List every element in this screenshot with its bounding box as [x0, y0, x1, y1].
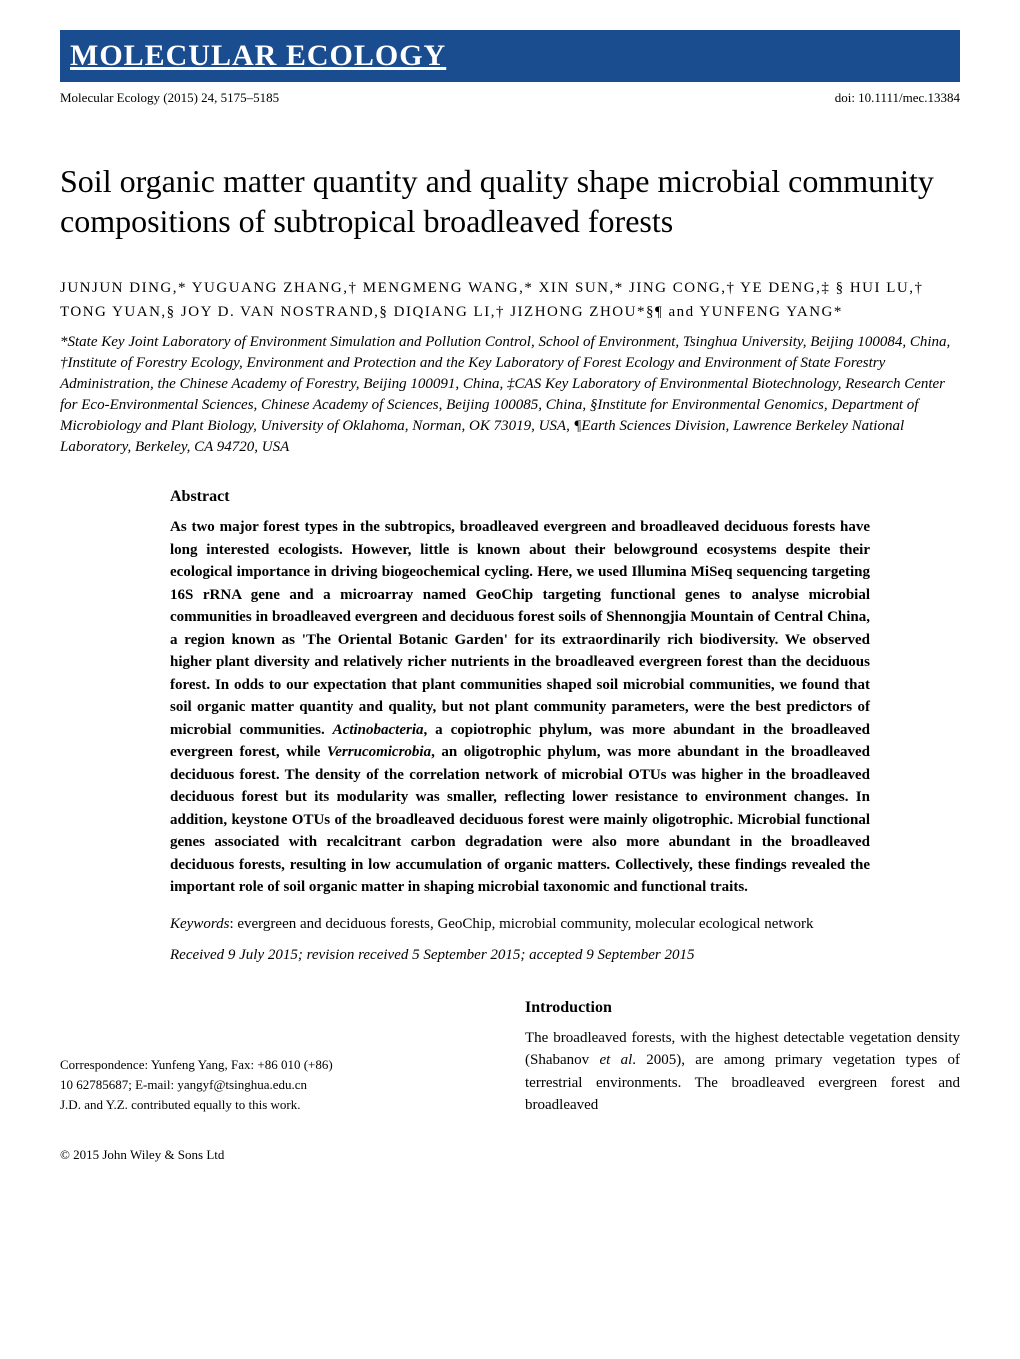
introduction-text: The broadleaved forests, with the highes… [525, 1027, 960, 1117]
abstract-block: Abstract As two major forest types in th… [170, 488, 870, 964]
journal-banner: MOLECULAR ECOLOGY [60, 30, 960, 82]
keywords-label: Keywords [170, 916, 229, 932]
correspondence-line-2: 10 62785687; E-mail: yangyf@tsinghua.edu… [60, 1076, 495, 1094]
author-list: JUNJUN DING,* YUGUANG ZHANG,† MENGMENG W… [60, 276, 960, 324]
affiliations: *State Key Joint Laboratory of Environme… [60, 332, 960, 458]
introduction-column: Introduction The broadleaved forests, wi… [525, 999, 960, 1117]
keywords-text: : evergreen and deciduous forests, GeoCh… [229, 916, 813, 932]
copyright-line: © 2015 John Wiley & Sons Ltd [60, 1147, 960, 1163]
introduction-heading: Introduction [525, 999, 960, 1017]
journal-citation: Molecular Ecology (2015) 24, 5175–5185 [60, 90, 279, 106]
abstract-text: As two major forest types in the subtrop… [170, 516, 870, 899]
correspondence-line-3: J.D. and Y.Z. contributed equally to thi… [60, 1096, 495, 1114]
abstract-heading: Abstract [170, 488, 870, 506]
article-title: Soil organic matter quantity and quality… [60, 161, 960, 241]
body-columns: Correspondence: Yunfeng Yang, Fax: +86 0… [60, 999, 960, 1117]
correspondence-column: Correspondence: Yunfeng Yang, Fax: +86 0… [60, 999, 495, 1117]
journal-name: MOLECULAR ECOLOGY [70, 39, 446, 72]
correspondence-line-1: Correspondence: Yunfeng Yang, Fax: +86 0… [60, 1056, 495, 1074]
article-dates: Received 9 July 2015; revision received … [170, 947, 870, 964]
journal-article-page: MOLECULAR ECOLOGY Molecular Ecology (201… [0, 0, 1020, 1203]
citation-line: Molecular Ecology (2015) 24, 5175–5185 d… [60, 90, 960, 106]
journal-doi: doi: 10.1111/mec.13384 [835, 90, 960, 106]
keywords-line: Keywords: evergreen and deciduous forest… [170, 914, 870, 935]
